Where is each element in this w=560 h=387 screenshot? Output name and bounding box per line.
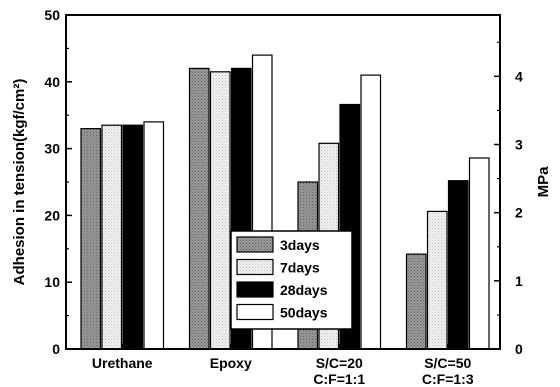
x-label-line1: Epoxy — [210, 355, 252, 371]
legend-label-28days: 28days — [280, 282, 328, 298]
legend: 3days 7days 28days 50days — [230, 230, 353, 330]
left-tick-label: 0 — [52, 341, 60, 357]
legend-label-3days: 3days — [280, 237, 320, 253]
bar-50days-2 — [360, 74, 382, 350]
bar-50days-3 — [468, 157, 490, 350]
bar-7days-0 — [101, 124, 123, 350]
x-axis-labels: Urethane Epoxy S/C=20C:F=1:1 S/C=50C:F=1:3 — [92, 344, 474, 387]
legend-label-7days: 7days — [280, 260, 320, 276]
right-tick-label: 1 — [515, 273, 523, 289]
bar-7days-3 — [426, 210, 448, 350]
y2-axis-label: MPa — [535, 166, 552, 198]
right-axis-ticks: 0 1 2 3 4 — [494, 41, 523, 357]
x-label-line1: S/C=50 — [424, 355, 471, 371]
bar-3days-3 — [405, 253, 427, 350]
bar-7days-1 — [209, 71, 231, 350]
left-tick-label: 40 — [44, 74, 60, 90]
bar-28days-3 — [447, 180, 469, 350]
left-tick-label: 10 — [44, 274, 60, 290]
x-label-line1: Urethane — [92, 355, 153, 371]
bar-3days-1 — [188, 67, 210, 350]
y-axis-label: Adhesion in tension(kgf/cm²) — [11, 79, 28, 286]
x-label-line2: C:F=1:3 — [422, 371, 474, 387]
right-tick-label: 4 — [515, 68, 523, 84]
right-tick-label: 2 — [515, 205, 523, 221]
left-tick-label: 30 — [44, 141, 60, 157]
legend-swatch-3days — [236, 236, 274, 253]
legend-label-50days: 50days — [280, 305, 328, 321]
right-tick-label: 3 — [515, 137, 523, 153]
legend-swatch-28days — [236, 281, 274, 298]
bar-50days-0 — [143, 121, 165, 350]
left-axis-ticks: 0 10 20 30 40 50 — [44, 7, 72, 357]
bars-layer — [80, 54, 490, 350]
legend-swatch-50days — [236, 303, 274, 321]
right-tick-label: 0 — [515, 341, 523, 357]
legend-swatch-7days — [236, 258, 274, 276]
bar-3days-0 — [80, 128, 102, 350]
left-tick-label: 20 — [44, 207, 60, 223]
x-label-line2: C:F=1:1 — [313, 371, 365, 387]
x-label-line1: S/C=20 — [316, 355, 363, 371]
left-tick-label: 50 — [44, 7, 60, 23]
bar-28days-0 — [122, 124, 144, 350]
